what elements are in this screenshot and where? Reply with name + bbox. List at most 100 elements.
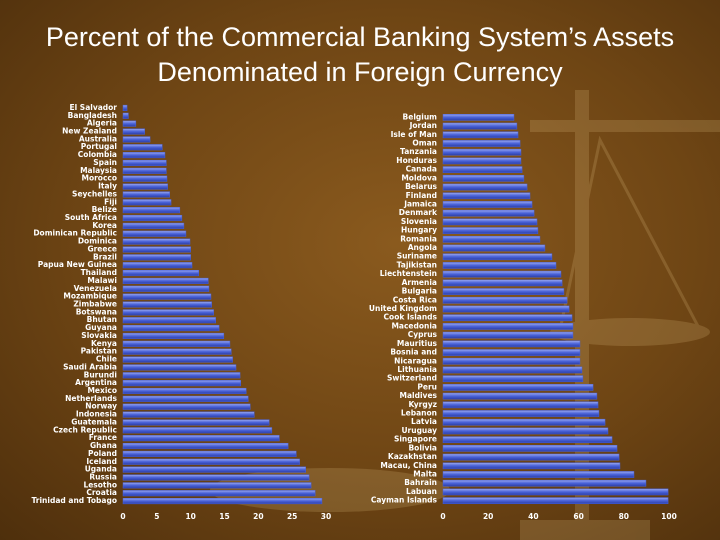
- bar: [442, 488, 669, 496]
- bar: [442, 366, 583, 374]
- slide-title: Percent of the Commercial Banking System…: [45, 22, 675, 87]
- bar: [122, 120, 137, 127]
- bar: [122, 167, 167, 174]
- category-label: Ghana: [90, 441, 117, 450]
- category-label: Mauritius: [397, 339, 438, 348]
- bar: [122, 262, 193, 269]
- bar: [122, 207, 181, 214]
- category-label: Botswana: [76, 307, 117, 316]
- category-label: Venezuela: [74, 284, 117, 293]
- category-label: Cook Islands: [384, 313, 438, 322]
- category-label: Suriname: [397, 252, 437, 261]
- bar: [122, 411, 255, 418]
- category-label: Colombia: [78, 150, 117, 159]
- category-label: Macau, China: [380, 461, 437, 470]
- bar: [442, 314, 573, 322]
- category-label: Labuan: [406, 487, 437, 496]
- bar: [442, 279, 563, 287]
- bar: [122, 380, 241, 387]
- bar: [442, 357, 581, 365]
- bar: [122, 466, 306, 473]
- bar: [442, 410, 600, 417]
- category-label: United Kingdom: [369, 304, 437, 313]
- category-label: Korea: [92, 221, 117, 230]
- bar: [122, 128, 145, 135]
- bar: [122, 112, 129, 119]
- bar: [442, 270, 562, 278]
- category-label: Lebanon: [401, 409, 437, 418]
- bar: [122, 246, 191, 253]
- category-label: Angola: [408, 243, 437, 252]
- bar: [442, 192, 531, 200]
- category-label: Czech Republic: [53, 425, 117, 434]
- category-label: Jordan: [409, 121, 437, 130]
- category-label: Pakistan: [81, 347, 117, 356]
- bar: [442, 445, 618, 452]
- bar: [122, 435, 280, 442]
- bar: [442, 262, 557, 269]
- category-label: Liechtenstein: [380, 269, 437, 278]
- category-label: Kazakhstan: [388, 452, 437, 461]
- bar: [442, 331, 574, 339]
- x-tick-label: 60: [573, 512, 583, 521]
- category-label: Brazil: [93, 252, 117, 261]
- bar: [122, 482, 312, 489]
- bar: [122, 474, 310, 481]
- category-label: Uganda: [85, 465, 117, 474]
- x-tick-label: 0: [120, 512, 125, 521]
- category-label: Cyprus: [408, 330, 438, 339]
- bar: [442, 209, 535, 217]
- bar: [122, 104, 128, 111]
- bar: [442, 183, 528, 191]
- bar: [122, 254, 191, 261]
- bar: [122, 191, 170, 198]
- bar: [122, 136, 151, 143]
- category-label: Cayman Islands: [371, 496, 438, 505]
- x-tick-label: 5: [154, 512, 159, 521]
- x-tick-label: 0: [440, 512, 445, 521]
- bar: [122, 356, 233, 363]
- bar: [442, 244, 546, 252]
- bar: [442, 462, 621, 470]
- category-label: Peru: [417, 382, 437, 391]
- category-label: Bolivia: [408, 443, 437, 452]
- category-label: Mexico: [87, 386, 117, 395]
- category-label: Dominica: [78, 237, 117, 246]
- bar: [122, 403, 251, 410]
- category-label: El Salvador: [69, 103, 117, 112]
- category-label: Croatia: [86, 488, 117, 497]
- category-label: Hungary: [401, 226, 437, 235]
- bar: [442, 174, 525, 182]
- bar: [442, 427, 609, 435]
- category-label: Mozambique: [63, 292, 117, 301]
- bar: [122, 230, 187, 237]
- bar: [122, 372, 241, 379]
- category-label: Uruguay: [401, 426, 437, 435]
- category-label: Belgium: [403, 112, 438, 121]
- x-tick-label: 40: [528, 512, 538, 521]
- bar: [442, 201, 533, 208]
- bar: [122, 152, 166, 159]
- category-label: Netherlands: [65, 394, 117, 403]
- bar: [122, 238, 191, 245]
- bar: [122, 317, 216, 324]
- category-label: Singapore: [394, 435, 437, 444]
- bar: [122, 348, 232, 355]
- category-label: Guatemala: [71, 417, 117, 426]
- bar: [122, 293, 212, 300]
- category-label: Isle of Man: [391, 130, 437, 139]
- bar: [122, 419, 270, 426]
- bar: [122, 387, 247, 395]
- category-label: Oman: [412, 138, 437, 147]
- category-label: New Zealand: [62, 127, 117, 136]
- category-label: Morocco: [81, 174, 117, 183]
- bar: [122, 214, 183, 222]
- x-tick-label: 30: [321, 512, 331, 521]
- bar: [442, 479, 647, 487]
- category-label: Nicaragua: [394, 356, 437, 365]
- category-label: Tajikistan: [397, 260, 437, 269]
- bar: [442, 418, 606, 426]
- category-label: Tanzania: [400, 147, 437, 156]
